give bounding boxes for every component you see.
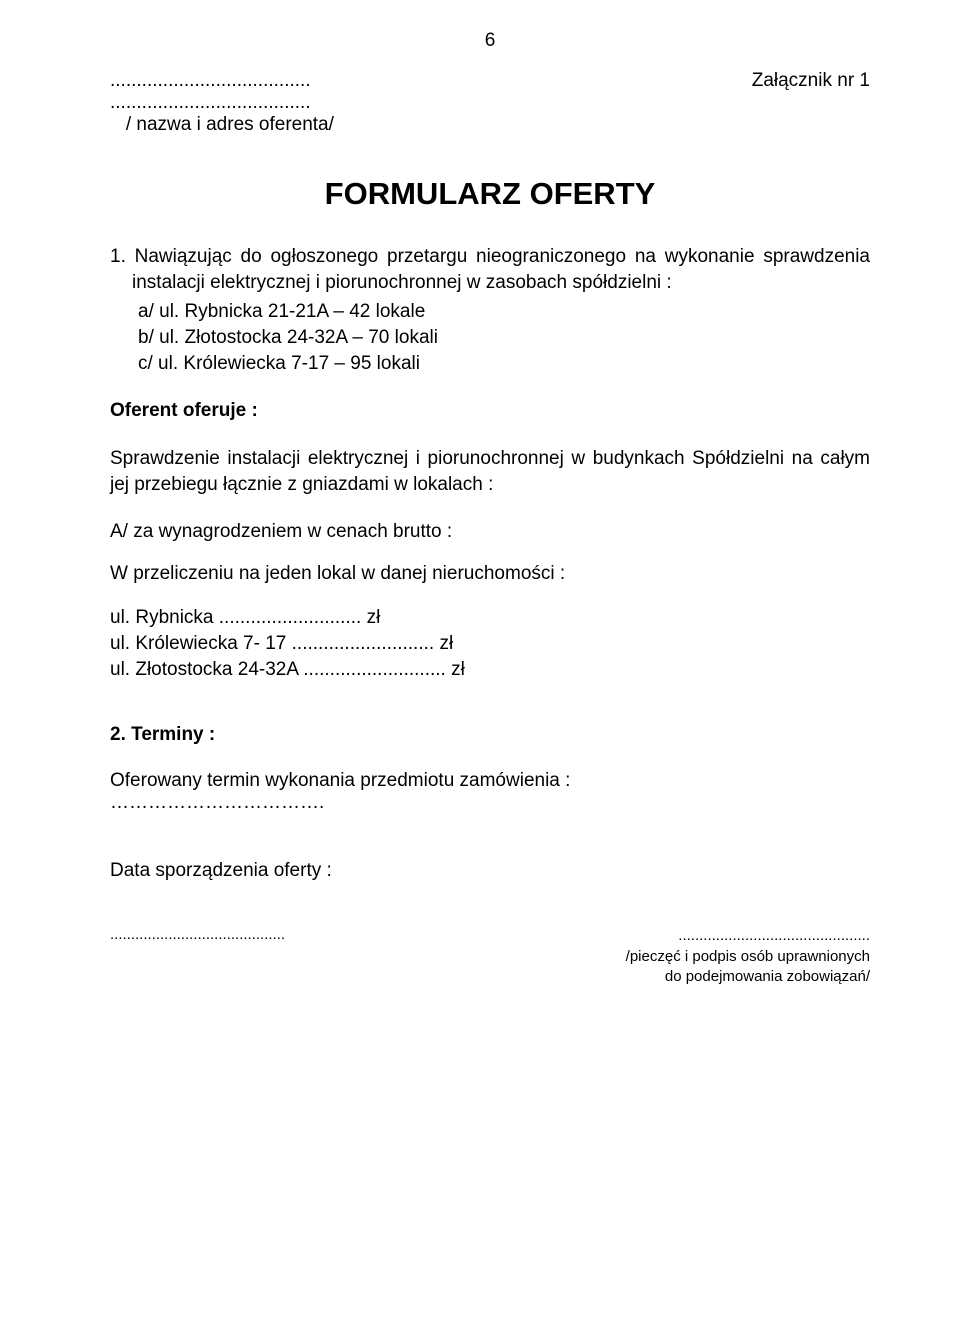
page-number: 6 xyxy=(110,30,870,52)
price-line: ul. Rybnicka ...........................… xyxy=(110,605,870,631)
offerer-offers-label: Oferent oferuje : xyxy=(110,400,870,422)
annex-label: Załącznik nr 1 xyxy=(752,70,870,92)
price-line: ul. Królewiecka 7- 17 ..................… xyxy=(110,631,870,657)
dotted-line-1: ...................................... xyxy=(110,70,311,92)
body-paragraph: Sprawdzenie instalacji elektrycznej i pi… xyxy=(110,446,870,497)
list-item: c/ ul. Królewiecka 7-17 – 95 lokali xyxy=(138,351,870,377)
offerer-name-label: / nazwa i adres oferenta/ xyxy=(110,114,870,136)
form-title: FORMULARZ OFERTY xyxy=(110,176,870,212)
list-item: a/ ul. Rybnicka 21-21A – 42 lokale xyxy=(138,299,870,325)
footer-right-text-2: do podejmowania zobowiązań/ xyxy=(626,967,870,987)
price-line: ul. Złotostocka 24-32A .................… xyxy=(110,657,870,683)
date-label: Data sporządzenia oferty : xyxy=(110,860,870,882)
header-left: ...................................... .… xyxy=(110,70,311,114)
list-item: b/ ul. Złotostocka 24-32A – 70 lokali xyxy=(138,325,870,351)
offered-term-label: Oferowany termin wykonania przedmiotu za… xyxy=(110,770,870,792)
pricing-heading: A/ za wynagrodzeniem w cenach brutto : xyxy=(110,521,870,543)
footer-left-dots: ........................................… xyxy=(110,926,285,943)
footer-right: ........................................… xyxy=(626,926,870,987)
section-2-title: 2. Terminy : xyxy=(110,724,870,746)
footer-right-text-1: /pieczęć i podpis osób uprawnionych xyxy=(626,947,870,967)
price-lines: ul. Rybnicka ...........................… xyxy=(110,605,870,682)
header-row: ...................................... .… xyxy=(110,70,870,114)
footer-right-dots: ........................................… xyxy=(626,926,870,946)
section-1-intro: 1. Nawiązując do ogłoszonego przetargu n… xyxy=(110,244,870,295)
section-1-list: a/ ul. Rybnicka 21-21A – 42 lokale b/ ul… xyxy=(138,299,870,376)
footer-row: ........................................… xyxy=(110,926,870,987)
dotted-line-2: ...................................... xyxy=(110,92,311,114)
pricing-sub-heading: W przeliczeniu na jeden lokal w danej ni… xyxy=(110,563,870,585)
term-dots: ……………………………. xyxy=(110,792,870,814)
